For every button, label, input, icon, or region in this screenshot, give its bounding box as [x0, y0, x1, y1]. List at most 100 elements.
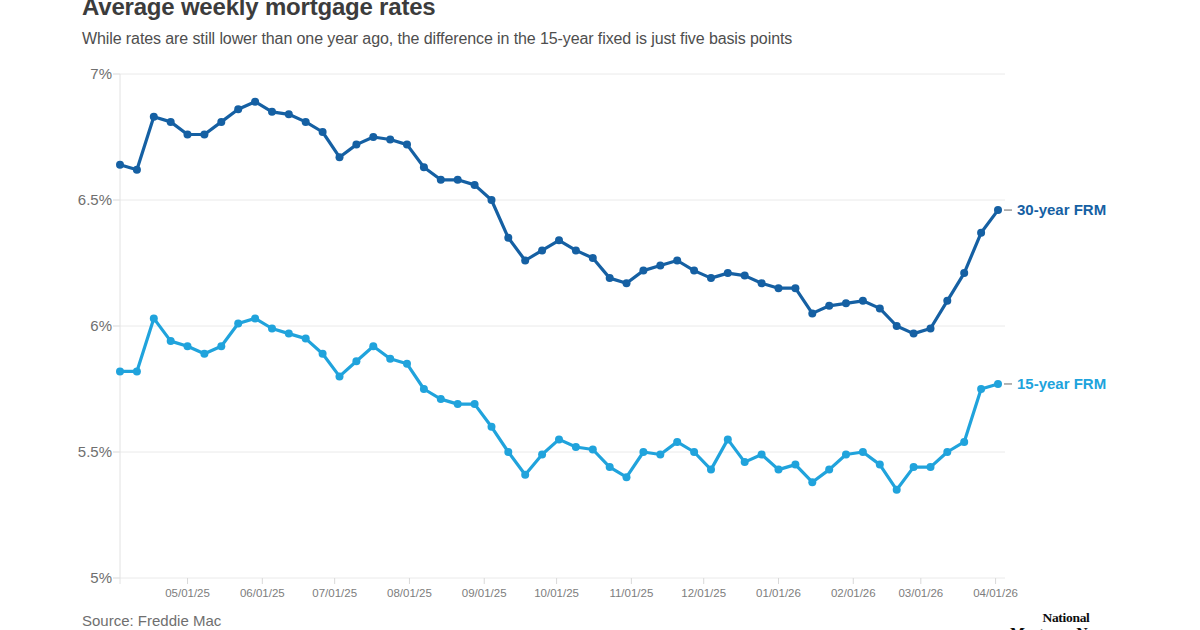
30-year-frm-point [302, 118, 310, 126]
30-year-frm-point [589, 254, 597, 262]
30-year-frm-point [150, 113, 158, 121]
30-year-frm-point [927, 325, 935, 333]
y-axis-label: 5.5% [78, 443, 112, 460]
30-year-frm-point [386, 136, 394, 144]
30-year-frm-point [977, 229, 985, 237]
15-year-frm-point [133, 367, 141, 375]
15-year-frm-point [943, 448, 951, 456]
30-year-frm-point [403, 141, 411, 149]
15-year-frm-point [285, 330, 293, 338]
15-year-frm-point [927, 463, 935, 471]
30-year-frm-point [639, 267, 647, 275]
30-year-frm-point [538, 246, 546, 254]
x-axis-label: 07/01/25 [312, 587, 357, 599]
30-year-frm-point [133, 166, 141, 174]
15-year-frm-line [120, 318, 998, 489]
30-year-frm-point [268, 108, 276, 116]
15-year-frm-point [538, 451, 546, 459]
15-year-frm-point [369, 342, 377, 350]
x-axis-label: 02/01/26 [831, 587, 876, 599]
30-year-frm-point [623, 279, 631, 287]
15-year-frm-point [589, 446, 597, 454]
30-year-frm-point [437, 176, 445, 184]
30-year-frm-point [842, 299, 850, 307]
30-year-frm-point [217, 118, 225, 126]
15-year-frm-point [420, 385, 428, 393]
15-year-frm-point [960, 438, 968, 446]
15-year-frm-point [454, 400, 462, 408]
x-axis-label: 03/01/26 [898, 587, 943, 599]
30-year-frm-point [572, 246, 580, 254]
x-axis-label: 08/01/25 [387, 587, 432, 599]
30-year-frm-point [200, 131, 208, 139]
30-year-frm-point [960, 269, 968, 277]
30-year-frm-point [116, 161, 124, 169]
15-year-frm-point [639, 448, 647, 456]
15-year-frm-point [302, 335, 310, 343]
15-year-frm-point [555, 435, 563, 443]
30-year-frm-point [234, 105, 242, 113]
15-year-frm-point [825, 466, 833, 474]
15-year-frm-point [994, 380, 1002, 388]
30-year-frm-point [825, 302, 833, 310]
15-year-frm-point [758, 451, 766, 459]
30-year-frm-point [910, 330, 918, 338]
15-year-frm-point [808, 478, 816, 486]
x-axis-label: 10/01/25 [534, 587, 579, 599]
15-year-frm-point [690, 448, 698, 456]
y-axis-label: 6.5% [78, 191, 112, 208]
15-year-frm-point [251, 314, 259, 322]
x-axis-label: 12/01/25 [681, 587, 726, 599]
30-year-frm-point [724, 269, 732, 277]
15-year-frm-point [707, 466, 715, 474]
15-year-frm-point [386, 355, 394, 363]
15-year-frm-point [791, 461, 799, 469]
30-year-frm-point [555, 236, 563, 244]
15-year-frm-point [859, 448, 867, 456]
30-year-frm-point [656, 262, 664, 270]
30-year-frm-point [775, 284, 783, 292]
15-year-frm-point [741, 458, 749, 466]
15-year-frm-point [521, 471, 529, 479]
30-year-frm-point [758, 279, 766, 287]
30-year-frm-point [791, 284, 799, 292]
30-year-frm-label: 30-year FRM [1017, 201, 1106, 218]
logo-line-2: Mortgage News [1010, 626, 1116, 630]
30-year-frm-point [285, 110, 293, 118]
15-year-frm-point [352, 357, 360, 365]
x-axis-label: 01/01/26 [756, 587, 801, 599]
source-attribution: Source: Freddie Mac [82, 612, 221, 629]
15-year-frm-point [471, 400, 479, 408]
30-year-frm-point [859, 297, 867, 305]
15-year-frm-point [150, 314, 158, 322]
15-year-frm-point [673, 438, 681, 446]
15-year-frm-point [200, 350, 208, 358]
15-year-frm-point [623, 473, 631, 481]
x-axis-label: 04/01/26 [973, 587, 1018, 599]
15-year-frm-point [504, 448, 512, 456]
15-year-frm-point [910, 463, 918, 471]
30-year-frm-point [808, 309, 816, 317]
x-axis-label: 06/01/25 [240, 587, 285, 599]
30-year-frm-point [352, 141, 360, 149]
15-year-frm-point [572, 443, 580, 451]
30-year-frm-point [319, 128, 327, 136]
15-year-frm-point [842, 451, 850, 459]
30-year-frm-point [251, 98, 259, 106]
x-axis-label: 11/01/25 [609, 587, 653, 599]
y-axis-label: 7% [90, 65, 112, 82]
logo-line-1: National [1010, 611, 1116, 625]
30-year-frm-point [420, 163, 428, 171]
30-year-frm-point [893, 322, 901, 330]
30-year-frm-point [943, 297, 951, 305]
chart-page: Average weekly mortgage rates While rate… [0, 0, 1200, 630]
15-year-frm-point [167, 337, 175, 345]
15-year-frm-point [217, 342, 225, 350]
30-year-frm-point [521, 257, 529, 265]
15-year-frm-point [268, 325, 276, 333]
15-year-frm-point [893, 486, 901, 494]
30-year-frm-point [184, 131, 192, 139]
15-year-frm-point [184, 342, 192, 350]
15-year-frm-label: 15-year FRM [1017, 375, 1106, 392]
30-year-frm-point [994, 206, 1002, 214]
